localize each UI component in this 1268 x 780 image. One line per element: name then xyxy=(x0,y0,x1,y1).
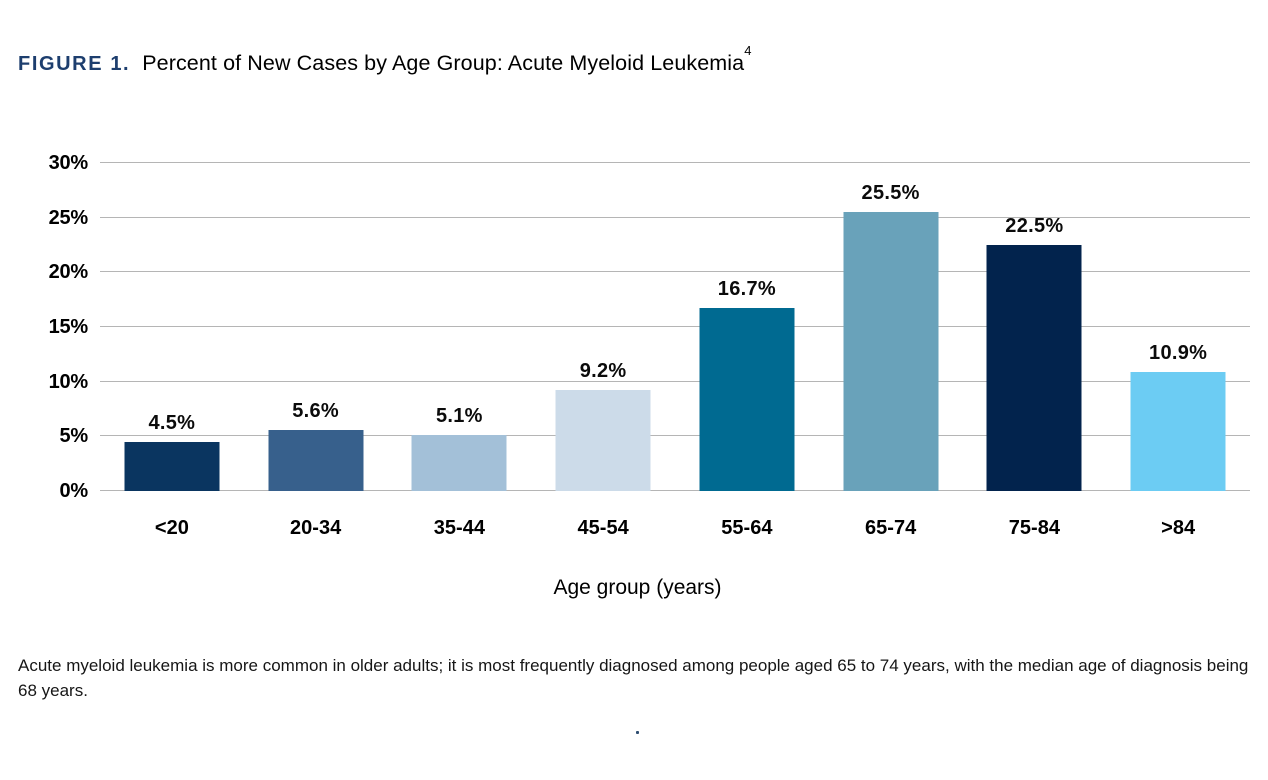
gridline xyxy=(100,490,1250,491)
bar-value-label: 16.7% xyxy=(717,278,776,301)
bar xyxy=(1130,371,1226,491)
bar xyxy=(843,212,939,491)
figure-title: FIGURE 1. Percent of New Cases by Age Gr… xyxy=(18,43,752,76)
gridline xyxy=(100,216,1250,218)
y-tick-label: 5% xyxy=(59,425,88,448)
y-tick-label: 25% xyxy=(48,206,89,229)
y-tick-label: 20% xyxy=(48,261,89,284)
y-tick-label: 0% xyxy=(59,480,88,502)
bar-value-label: 5.1% xyxy=(435,405,483,428)
x-axis-title: Age group (years) xyxy=(553,576,722,599)
x-tick-label: <20 xyxy=(154,517,189,539)
gridline xyxy=(100,380,1250,382)
x-axis-labels: <20 20-34 35-44 45-54 55-64 65-74 75-84 >84 xyxy=(100,517,1250,543)
bar-value-label: 25.5% xyxy=(861,182,920,205)
figure-title-superscript: 4 xyxy=(744,43,752,58)
bar-value-label: 22.5% xyxy=(1005,215,1064,237)
x-tick-label: 55-64 xyxy=(721,517,773,539)
y-tick-label: 30% xyxy=(48,152,89,174)
figure-label: FIGURE 1. xyxy=(18,53,131,76)
gridline xyxy=(100,162,1250,163)
bar-value-label: 4.5% xyxy=(148,411,196,434)
plot-area: 4.5% 5.6% 5.1% 9.2% 16.7% 25.5% 22.5% 10.9% xyxy=(100,162,1250,491)
y-axis-labels: 0% 5% 10% 15% 20% 25% 30% xyxy=(20,153,89,501)
x-tick-label: 65-74 xyxy=(865,517,917,539)
bar-slot: 5.6% xyxy=(244,163,388,491)
caption: Acute myeloid leukemia is more common in… xyxy=(18,656,1249,700)
x-tick-label: 20-34 xyxy=(290,517,342,539)
bar xyxy=(411,435,507,491)
gridline xyxy=(100,326,1250,327)
bar-slot: 25.5% xyxy=(819,163,963,491)
bars-layer: 4.5% 5.6% 5.1% 9.2% 16.7% 25.5% 22.5% 10.9% xyxy=(100,163,1250,491)
x-tick-label: 75-84 xyxy=(1008,517,1060,539)
gridline xyxy=(100,271,1250,273)
bar-slot: 22.5% xyxy=(963,163,1107,491)
bar xyxy=(268,429,364,491)
bar-slot: 5.1% xyxy=(388,163,532,491)
bar-value-label: 5.6% xyxy=(292,399,340,422)
bar xyxy=(699,308,795,491)
bar-value-label: 9.2% xyxy=(579,360,627,383)
stray-dot xyxy=(636,731,639,734)
bar-value-label: 10.9% xyxy=(1149,341,1208,364)
y-tick-label: 10% xyxy=(48,370,89,393)
bar-slot: 10.9% xyxy=(1106,163,1250,491)
bar-slot: 9.2% xyxy=(531,163,675,491)
gridline xyxy=(100,435,1250,437)
bar xyxy=(986,245,1082,491)
x-tick-label: 45-54 xyxy=(577,517,629,539)
x-tick-label: 35-44 xyxy=(433,517,485,539)
x-tick-label: >84 xyxy=(1161,517,1196,539)
bar xyxy=(555,390,651,491)
bar-slot: 16.7% xyxy=(675,163,819,491)
figure-title-main: Percent of New Cases by Age Group: Acute… xyxy=(142,51,745,76)
bar-slot: 4.5% xyxy=(100,163,244,491)
bar xyxy=(124,441,220,491)
figure-title-text: Percent of New Cases by Age Group: Acute… xyxy=(142,43,751,76)
y-tick-label: 15% xyxy=(48,316,89,338)
